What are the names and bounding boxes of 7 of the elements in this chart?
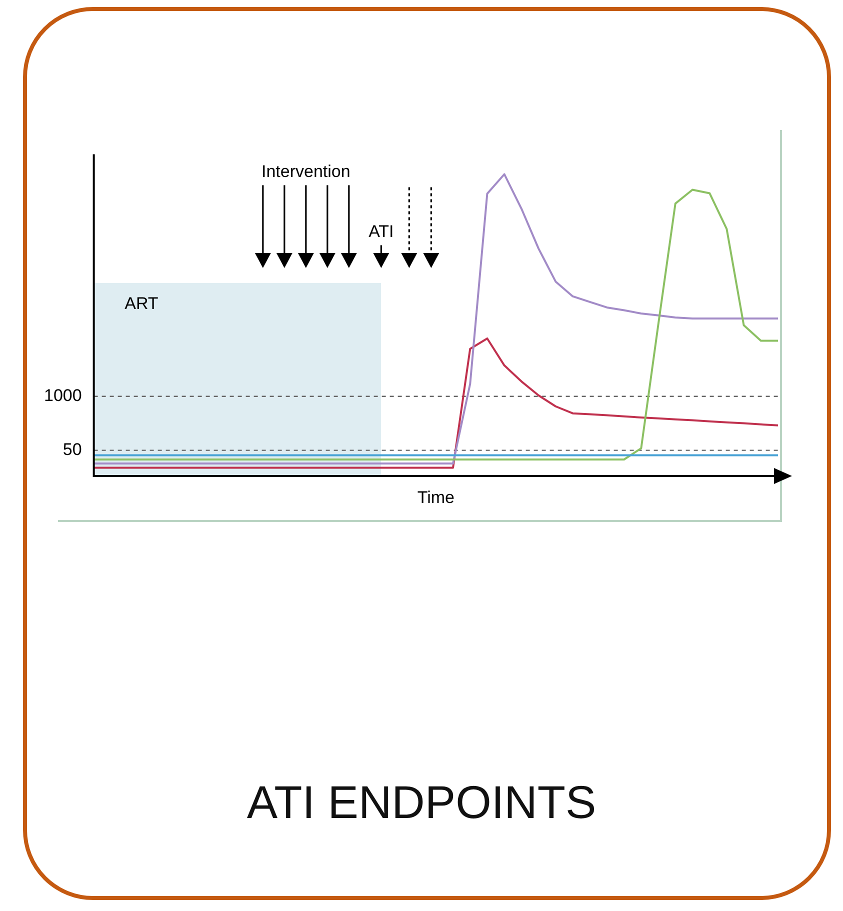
annotation: Intervention xyxy=(261,162,350,181)
y-tick-label: 1000 xyxy=(44,386,82,406)
text: ATI ENDPOINTS xyxy=(246,775,598,829)
y-tick-label: 50 xyxy=(62,440,82,460)
x-axis-title: Time xyxy=(417,488,454,508)
annotation: ATI xyxy=(368,222,394,241)
annotation: ART xyxy=(124,294,158,313)
